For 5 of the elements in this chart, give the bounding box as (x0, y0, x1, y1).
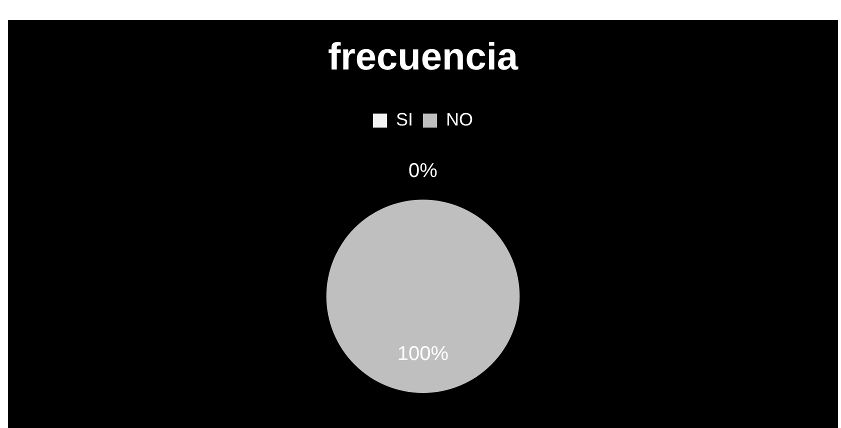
legend-label: NO (446, 110, 474, 130)
data-label: 100% (397, 342, 449, 365)
legend-label: SI (396, 110, 414, 130)
chart-title: frecuencia (328, 36, 519, 78)
text: 0% (408, 160, 438, 182)
